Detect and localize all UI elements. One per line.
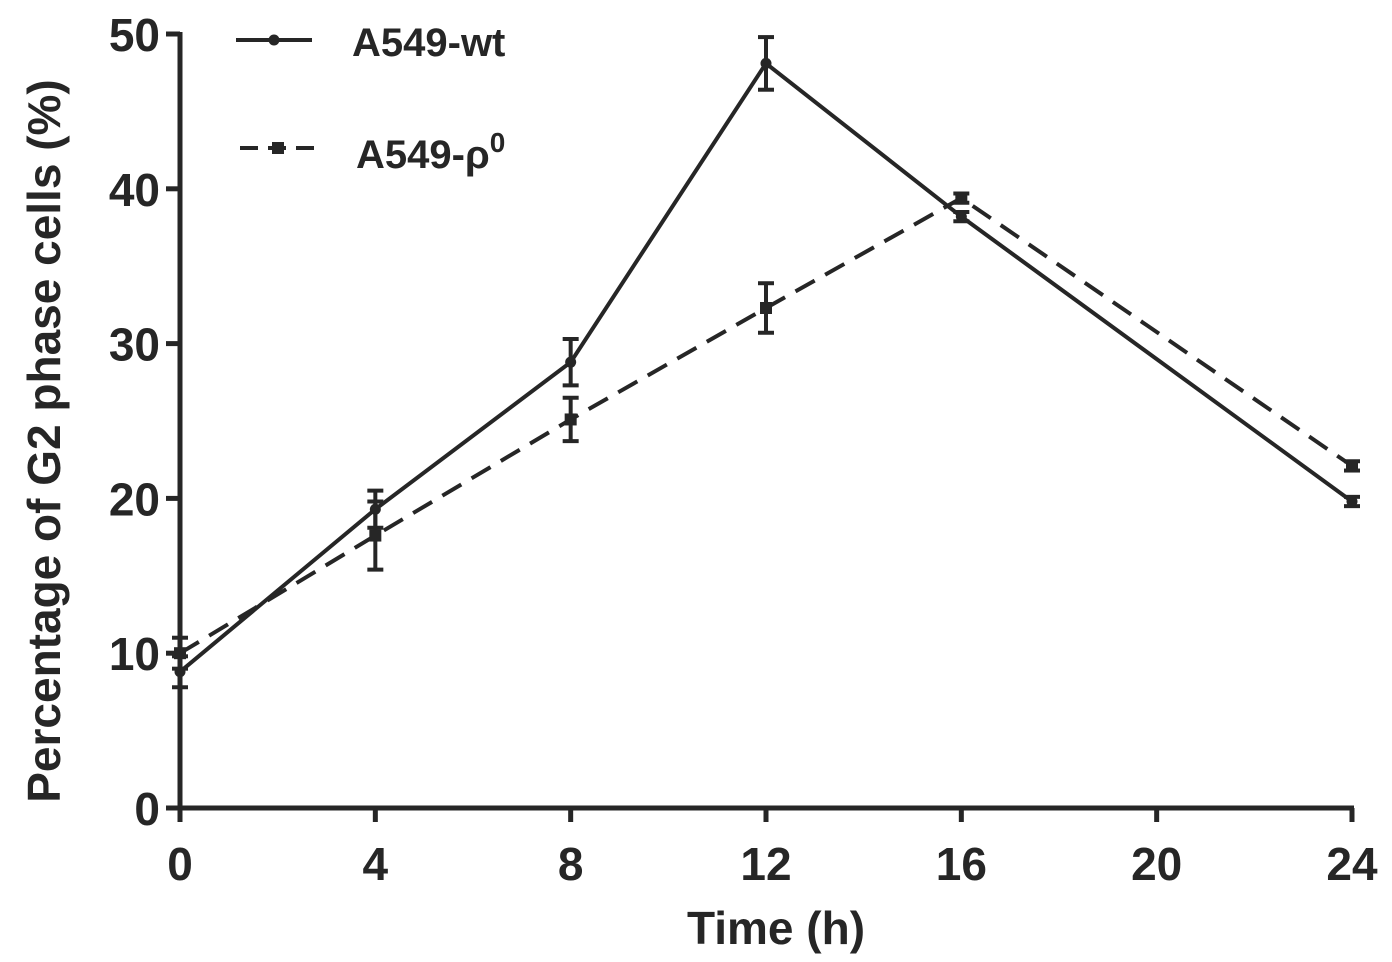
- y-tick-label: 40: [109, 164, 160, 216]
- data-point: [564, 413, 577, 426]
- data-point: [369, 529, 382, 542]
- data-point: [1346, 495, 1358, 507]
- y-tick-label: 30: [109, 319, 160, 371]
- data-point: [760, 301, 772, 314]
- legend-label-a549-rho0: A549-ρ0: [356, 127, 505, 177]
- legend-item-a549-wt: A549-wt: [236, 21, 505, 65]
- y-tick-label: 10: [109, 628, 160, 680]
- y-tick-label: 20: [109, 473, 160, 525]
- x-tick-label: 12: [740, 838, 791, 890]
- y-tick-label: 50: [109, 9, 160, 61]
- y-axis-label: Percentage of G2 phase cells (%): [18, 79, 70, 803]
- x-axis-ticks: 0 4 8 12 16 20 24: [167, 808, 1378, 890]
- x-tick-label: 20: [1131, 838, 1182, 890]
- legend-marker-a549-rho0: [272, 142, 284, 154]
- legend: A549-wt A549-ρ0: [236, 21, 505, 177]
- data-point: [565, 356, 577, 368]
- data-point: [174, 647, 186, 660]
- x-tick-label: 8: [558, 838, 584, 890]
- series-a549-rho0: [172, 191, 1360, 671]
- axes: 0 4 8 12 16 20 24 0 10 20 30 40 50: [109, 9, 1378, 890]
- legend-label-a549-rho0-superscript: 0: [490, 127, 506, 158]
- data-point: [955, 211, 967, 223]
- x-tick-label: 4: [363, 838, 389, 890]
- x-tick-label: 24: [1326, 838, 1378, 890]
- data-point: [760, 57, 772, 69]
- series-line: [178, 60, 1354, 674]
- y-axis-ticks: 0 10 20 30 40 50: [109, 9, 180, 835]
- legend-item-a549-rho0: A549-ρ0: [240, 127, 505, 177]
- data-point: [1346, 459, 1358, 472]
- x-tick-label: 16: [936, 838, 987, 890]
- series-a549-wt: [172, 35, 1360, 690]
- x-tick-label: 0: [167, 838, 193, 890]
- series-layer: [172, 35, 1360, 690]
- x-axis-label: Time (h): [687, 902, 865, 954]
- legend-label-a549-rho0-main: A549-ρ: [356, 133, 490, 177]
- legend-label-a549-wt: A549-wt: [352, 21, 505, 65]
- series-line: [178, 195, 1354, 655]
- legend-marker-a549-wt: [268, 34, 280, 46]
- data-point: [955, 192, 968, 205]
- y-tick-label: 0: [134, 783, 160, 835]
